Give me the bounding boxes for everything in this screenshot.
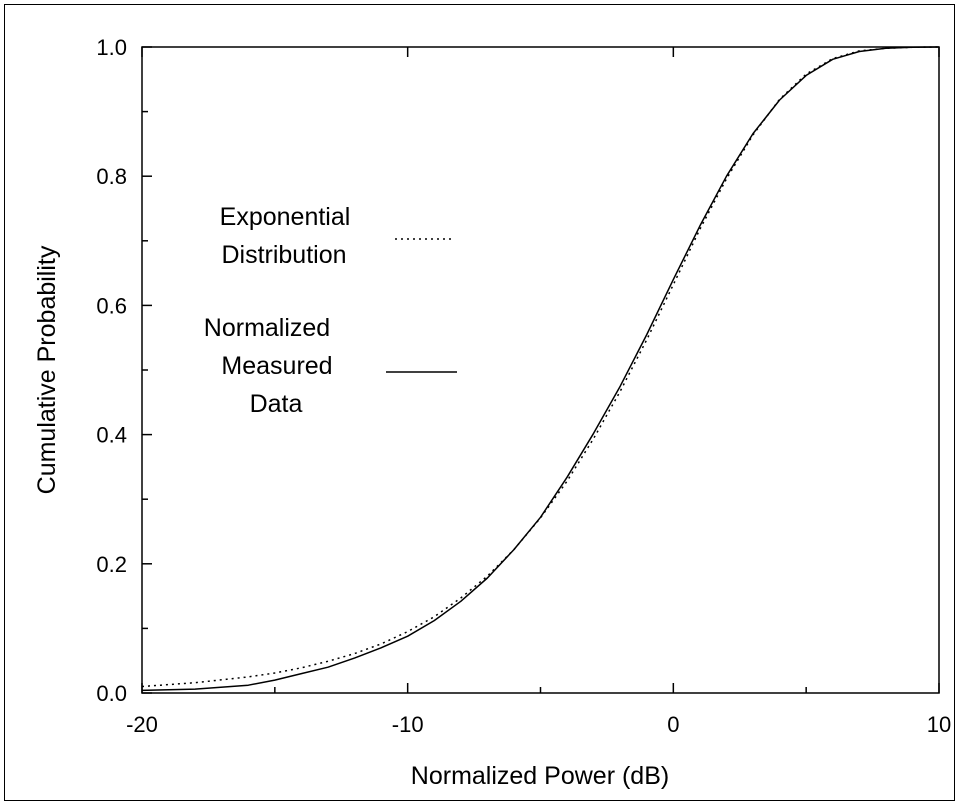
x-tick-label: -20 xyxy=(126,712,158,737)
y-tick-label: 0.4 xyxy=(96,423,127,448)
y-axis: 0.0 0.2 0.4 0.6 0.8 1.0 xyxy=(96,35,152,706)
legend-label-measured-line1: Normalized xyxy=(204,314,330,342)
x-axis-title: Normalized Power (dB) xyxy=(411,762,669,790)
figure-frame xyxy=(4,4,955,801)
legend-label-measured-line2: Measured xyxy=(221,352,332,380)
legend-label-exponential-line2: Distribution xyxy=(221,241,346,269)
series-line-exponential xyxy=(141,46,940,688)
y-tick-label: 0.0 xyxy=(96,681,127,706)
legend-label-measured-line3: Data xyxy=(250,390,303,418)
series-line-measured xyxy=(141,46,940,692)
legend-label-exponential-line1: Exponential xyxy=(220,203,351,231)
x-tick-label: 10 xyxy=(927,712,951,737)
y-tick-label: 1.0 xyxy=(96,35,127,60)
y-tick-label: 0.6 xyxy=(96,293,127,318)
y-tick-label: 0.2 xyxy=(96,552,127,577)
y-tick-label: 0.8 xyxy=(96,164,127,189)
x-tick-label: 0 xyxy=(667,712,679,737)
legend: Exponential Distribution Normalized Meas… xyxy=(204,203,457,418)
series-layer xyxy=(141,46,940,692)
y-axis-title: Cumulative Probability xyxy=(33,245,61,494)
x-tick-label: -10 xyxy=(392,712,424,737)
x-axis: -20 -10 0 10 xyxy=(126,47,951,737)
